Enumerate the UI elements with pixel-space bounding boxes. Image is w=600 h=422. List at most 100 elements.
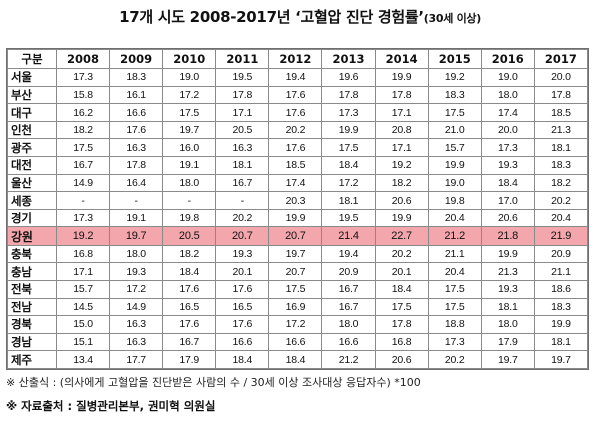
region-cell: 전남 xyxy=(7,297,57,317)
value-cell: 15.1 xyxy=(55,332,111,352)
value-cell: 19.1 xyxy=(109,208,164,228)
value-cell: 18.3 xyxy=(533,156,589,175)
region-cell: 울산 xyxy=(7,173,57,193)
value-cell: 16.6 xyxy=(321,332,376,352)
header-cell-year: 2010 xyxy=(162,49,217,69)
value-cell: 19.9 xyxy=(374,208,429,228)
value-cell: 17.6 xyxy=(162,279,217,299)
hypertension-rate-table: 구분 2008 2009 2010 2011 2012 2013 2014 2015 2016 20… xyxy=(7,49,589,369)
region-cell: 경북 xyxy=(7,315,57,334)
table-row: 서울 17.3 18.3 19.0 19.5 19.4 19.6 19.9 19.2 19.0 20… xyxy=(7,68,589,87)
value-cell: 14.9 xyxy=(109,297,164,317)
value-cell: 17.5 xyxy=(427,279,482,299)
data-table-container: 구분 2008 2009 2010 2011 2012 2013 2014 2015 2016 20… xyxy=(6,48,589,370)
value-cell: 20.6 xyxy=(374,191,429,210)
value-cell: 20.3 xyxy=(268,191,323,210)
value-cell: 18.4 xyxy=(321,156,376,175)
value-cell: 15.8 xyxy=(55,85,111,105)
table-row: 대구 16.2 16.6 17.5 17.1 17.6 17.3 17.1 17.5 17.4 18… xyxy=(7,103,589,122)
table-row: 강원 19.2 19.7 20.5 20.7 20.7 21.4 22.7 21.2 21.8 21… xyxy=(7,226,589,246)
value-cell: 19.3 xyxy=(215,244,270,264)
value-cell: 18.5 xyxy=(533,103,589,122)
value-cell: 16.8 xyxy=(374,332,429,352)
value-cell: 19.3 xyxy=(480,279,535,299)
value-cell: 19.0 xyxy=(162,68,217,87)
value-cell: 20.2 xyxy=(427,350,482,369)
table-row: 광주 17.5 16.3 16.0 16.3 17.6 17.5 17.1 15.7 17.3 18… xyxy=(7,138,589,158)
value-cell: 20.1 xyxy=(215,262,270,281)
value-cell: 22.7 xyxy=(374,226,429,246)
value-cell: 19.7 xyxy=(533,350,589,369)
value-cell: 17.5 xyxy=(321,138,376,158)
value-cell: 20.2 xyxy=(215,208,270,228)
value-cell: 19.9 xyxy=(427,156,482,175)
formula-note: ※ 산출식 : (의사에게 고혈압을 진단받은 사람의 수 / 30세 이상 조… xyxy=(6,376,421,389)
value-cell: 18.6 xyxy=(533,279,589,299)
value-cell: 16.7 xyxy=(215,173,270,193)
value-cell: 20.0 xyxy=(480,120,535,140)
value-cell: 17.3 xyxy=(55,68,111,87)
value-cell: 16.7 xyxy=(55,156,111,175)
value-cell: 13.4 xyxy=(55,350,111,369)
value-cell: 20.1 xyxy=(374,262,429,281)
header-cell-year: 2015 xyxy=(427,49,482,69)
value-cell: 19.2 xyxy=(427,68,482,87)
region-cell: 충북 xyxy=(7,244,57,264)
value-cell: 19.4 xyxy=(321,244,376,264)
value-cell: 20.2 xyxy=(374,244,429,264)
value-cell: 20.6 xyxy=(374,350,429,369)
value-cell: 17.5 xyxy=(162,103,217,122)
value-cell: 17.7 xyxy=(109,350,164,369)
value-cell: 17.3 xyxy=(480,138,535,158)
table-row: 충남 17.1 19.3 18.4 20.1 20.7 20.9 20.1 20.4 21.3 21… xyxy=(7,262,589,281)
value-cell: 19.0 xyxy=(480,68,535,87)
region-cell: 대구 xyxy=(7,103,57,122)
region-cell: 전북 xyxy=(7,279,57,299)
region-cell: 제주 xyxy=(7,350,57,369)
value-cell: 17.4 xyxy=(480,103,535,122)
value-cell: - xyxy=(109,191,164,210)
value-cell: 18.4 xyxy=(268,350,323,369)
value-cell: 17.8 xyxy=(321,85,376,105)
value-cell: 20.2 xyxy=(268,120,323,140)
header-cell-year: 2008 xyxy=(55,49,111,69)
region-cell: 부산 xyxy=(7,85,57,105)
region-cell: 세종 xyxy=(7,191,57,210)
table-row: 인천 18.2 17.6 19.7 20.5 20.2 19.9 20.8 21.0 20.0 21… xyxy=(7,120,589,140)
value-cell: 18.2 xyxy=(162,244,217,264)
value-cell: 17.9 xyxy=(162,350,217,369)
value-cell: 17.8 xyxy=(374,315,429,334)
value-cell: 18.2 xyxy=(55,120,111,140)
region-cell: 경기 xyxy=(7,208,57,228)
value-cell: 16.5 xyxy=(215,297,270,317)
source-note: ※ 자료출처 : 질병관리본부, 권미혁 의원실 xyxy=(6,399,216,413)
value-cell: 17.8 xyxy=(374,85,429,105)
header-cell-category: 구분 xyxy=(7,49,57,69)
table-row: 대전 16.7 17.8 19.1 18.1 18.5 18.4 19.2 19.9 19.3 18… xyxy=(7,156,589,175)
value-cell: 17.5 xyxy=(427,297,482,317)
value-cell: 17.6 xyxy=(162,315,217,334)
value-cell: 19.7 xyxy=(109,226,164,246)
value-cell: 17.9 xyxy=(480,332,535,352)
value-cell: 14.9 xyxy=(55,173,111,193)
value-cell: 20.6 xyxy=(480,208,535,228)
value-cell: 16.8 xyxy=(55,244,111,264)
value-cell: 17.0 xyxy=(480,191,535,210)
value-cell: 18.0 xyxy=(162,173,217,193)
value-cell: 16.3 xyxy=(109,138,164,158)
value-cell: 18.1 xyxy=(215,156,270,175)
value-cell: 20.4 xyxy=(533,208,589,228)
value-cell: 16.6 xyxy=(109,103,164,122)
value-cell: 19.4 xyxy=(268,68,323,87)
region-cell: 광주 xyxy=(7,138,57,158)
value-cell: 18.0 xyxy=(480,85,535,105)
value-cell: 16.3 xyxy=(109,332,164,352)
value-cell: 18.8 xyxy=(427,315,482,334)
value-cell: 19.2 xyxy=(374,156,429,175)
value-cell: 17.5 xyxy=(427,103,482,122)
table-header-row: 구분 2008 2009 2010 2011 2012 2013 2014 2015 2016 20… xyxy=(7,49,589,69)
value-cell: 17.5 xyxy=(55,138,111,158)
table-row: 세종 - - - -20.3 18.1 20.6 19.8 17.0 20.2 xyxy=(7,191,589,210)
value-cell: 19.9 xyxy=(374,68,429,87)
value-cell: 20.7 xyxy=(215,226,270,246)
